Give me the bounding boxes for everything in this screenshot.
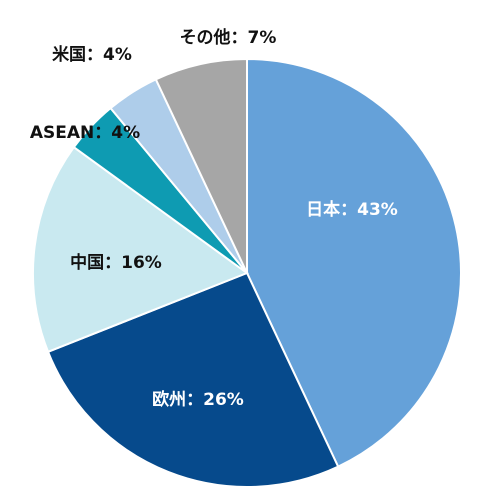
data-label-china: 中国：16% (70, 252, 162, 273)
slices-layer (32, 57, 462, 488)
pie-slice-japan (246, 57, 462, 468)
pie-slice-china (32, 145, 250, 354)
pie-slice-other (154, 57, 248, 274)
data-label-asean: ASEAN：4% (30, 123, 140, 143)
data-label-usa: 米国：4% (52, 44, 132, 65)
labels-layer: 日本：43% 欧州：26% 中国：16% ASEAN：4% 米国：4% その他：7% (30, 27, 398, 410)
data-label-europe: 欧州：26% (152, 389, 244, 410)
data-label-other: その他：7% (180, 27, 277, 48)
pie-slice-europe (46, 271, 340, 488)
data-label-japan: 日本：43% (306, 199, 398, 220)
